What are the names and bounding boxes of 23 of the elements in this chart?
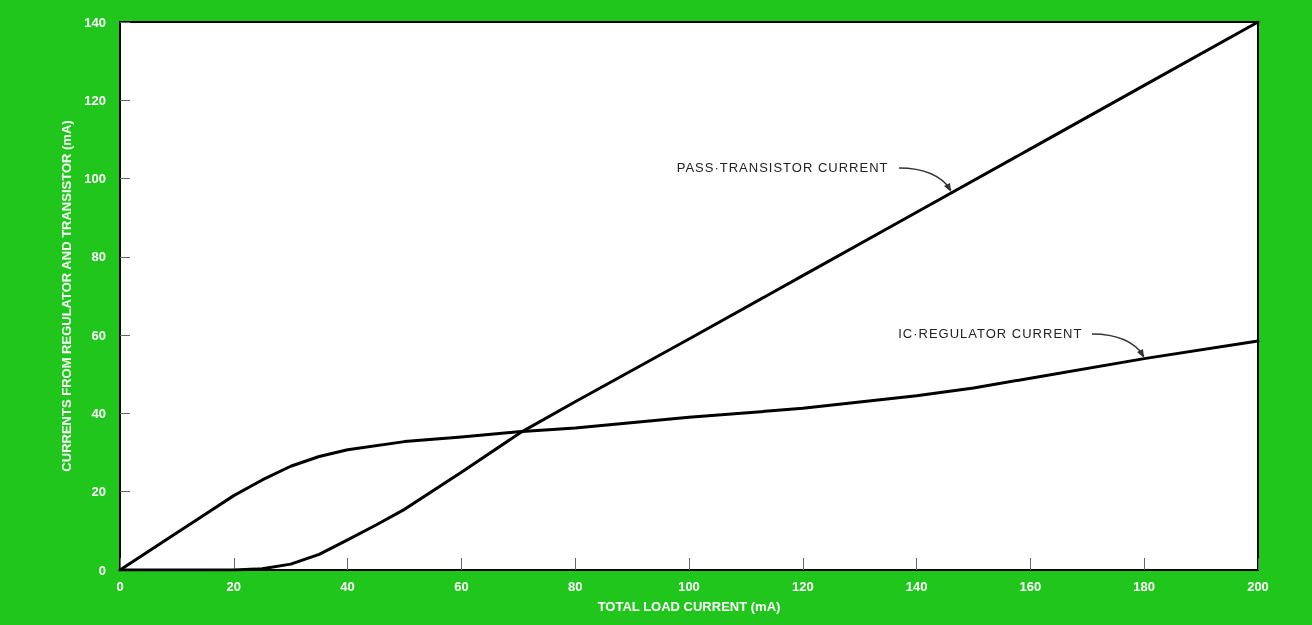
annotation: PASS·TRANSISTOR CURRENT	[676, 160, 889, 176]
y-tick-label: 20	[91, 484, 106, 500]
x-tick-label: 160	[1019, 579, 1042, 594]
y-tick-label: 140	[84, 14, 106, 30]
x-tick-label: 180	[1133, 579, 1156, 594]
x-tick-label: 200	[1247, 579, 1269, 594]
x-tick-label: 120	[791, 579, 814, 594]
y-tick-label: 60	[91, 327, 106, 343]
y-tick-label: 80	[91, 249, 106, 265]
x-axis-title: TOTAL LOAD CURRENT (mA)	[597, 599, 781, 614]
y-axis-title: CURRENTS FROM REGULATOR AND TRANSISTOR (mA)	[59, 120, 75, 472]
x-tick-label: 20	[226, 579, 242, 594]
x-tick-label: 80	[567, 579, 583, 594]
annotation: IC·REGULATOR CURRENT	[898, 325, 1083, 341]
y-tick-label: 0	[98, 562, 106, 578]
x-tick-label: 100	[678, 579, 700, 594]
x-tick-label: 60	[454, 579, 469, 594]
y-tick-label: 100	[84, 171, 106, 187]
y-tick-label: 40	[91, 405, 106, 421]
y-tick-label: 120	[84, 92, 106, 108]
x-tick-label: 40	[340, 579, 355, 594]
x-tick-label: 140	[905, 579, 928, 594]
x-tick-label: 0	[116, 579, 124, 594]
